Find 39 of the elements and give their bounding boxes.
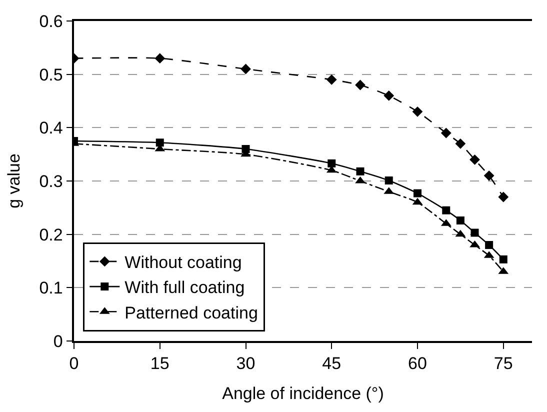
point xyxy=(485,241,494,249)
y-tick-label: 0.2 xyxy=(39,225,63,244)
point xyxy=(456,216,464,224)
x-tick-label: 45 xyxy=(322,354,342,374)
y-tick-label: 0.4 xyxy=(39,118,63,138)
point xyxy=(484,170,494,181)
x-tick-label: 0 xyxy=(69,354,79,374)
point xyxy=(328,159,336,168)
point xyxy=(414,189,422,198)
x-tick-label: 75 xyxy=(494,354,513,374)
legend-label: With full coating xyxy=(124,278,245,298)
y-tick-label: 0.1 xyxy=(39,278,63,298)
y-tick-label: 0.5 xyxy=(39,65,63,84)
y-tick-label: 0 xyxy=(53,332,63,351)
point xyxy=(498,192,509,202)
y-tick-label: 0.3 xyxy=(39,172,63,191)
point xyxy=(326,74,337,85)
legend-label: Without coating xyxy=(124,253,242,272)
point xyxy=(455,138,466,149)
point xyxy=(240,64,251,74)
point xyxy=(499,255,508,264)
point xyxy=(154,53,166,64)
point xyxy=(156,138,164,147)
point xyxy=(440,128,452,138)
point xyxy=(412,106,423,117)
x-tick-label: 15 xyxy=(150,354,170,374)
point xyxy=(356,167,364,176)
point xyxy=(384,176,393,184)
point xyxy=(442,206,450,214)
x-axis-title: Angle of incidence (°) xyxy=(222,384,384,404)
legend-label: Patterned coating xyxy=(124,303,258,322)
point xyxy=(384,90,394,101)
x-tick-label: 30 xyxy=(236,354,256,374)
y-tick-label: 0.6 xyxy=(39,12,63,31)
point xyxy=(355,80,366,90)
point xyxy=(470,154,480,165)
x-tick-label: 60 xyxy=(408,354,427,374)
y-axis-title: g value xyxy=(4,154,24,208)
point xyxy=(470,228,479,237)
